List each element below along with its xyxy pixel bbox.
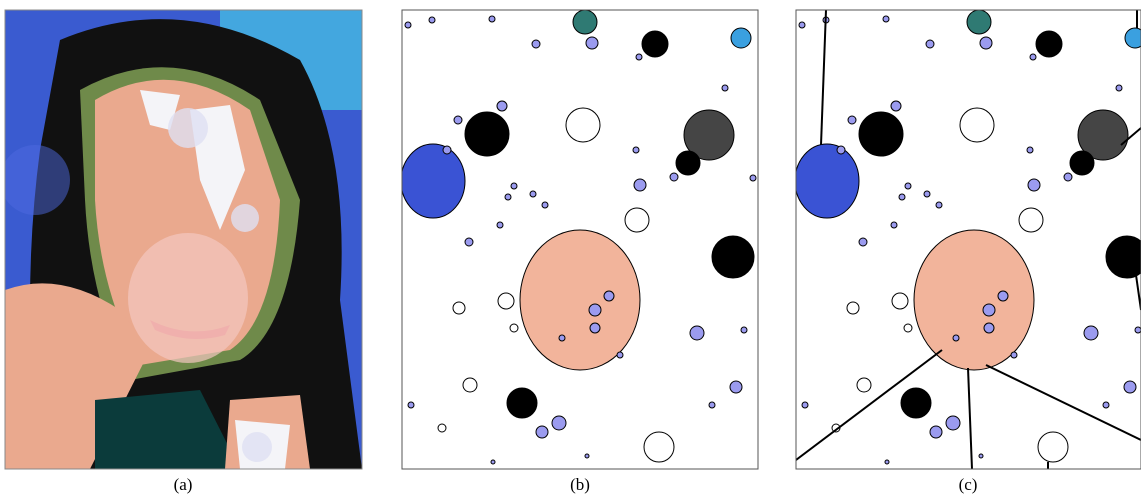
caption-b: (b) — [570, 475, 590, 494]
panel-c — [795, 10, 1141, 469]
caption-c: (c) — [959, 475, 978, 494]
panel-b — [401, 10, 758, 469]
caption-a: (a) — [174, 475, 193, 494]
figure: (a) (b) (c) — [0, 0, 1141, 497]
panel-a-image — [0, 10, 362, 469]
